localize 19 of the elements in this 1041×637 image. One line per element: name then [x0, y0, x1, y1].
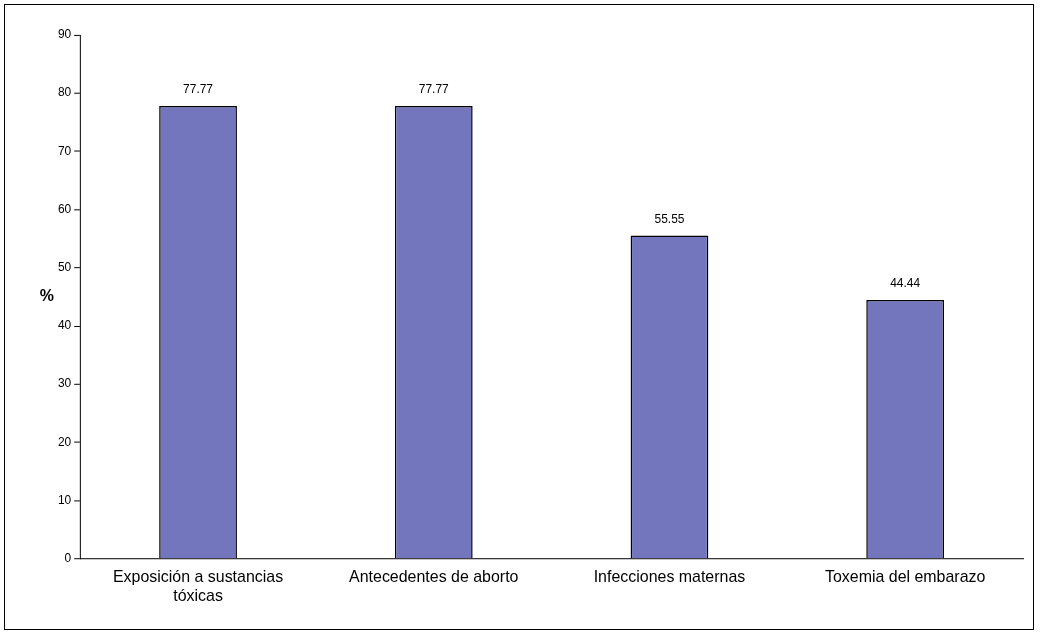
x-tick-label: Antecedentes de aborto: [349, 567, 519, 585]
data-label: 55.55: [654, 211, 685, 226]
y-tick-label: 30: [57, 376, 72, 391]
x-tick-label: Exposición a sustancias tóxicas: [112, 567, 284, 604]
y-tick-label: 80: [57, 85, 72, 100]
y-axis-title: %: [39, 287, 55, 305]
y-tick-label: 70: [57, 143, 72, 158]
y-tick-label: 20: [57, 434, 72, 449]
y-tick-label: 0: [64, 551, 72, 566]
data-label: 77.77: [418, 82, 450, 97]
y-tick-label: 90: [57, 27, 72, 42]
x-tick-label: Toxemia del embarazo: [824, 567, 986, 585]
y-tick-label: 60: [57, 201, 72, 216]
y-tick-label: 50: [57, 260, 72, 275]
data-label: 77.77: [183, 82, 214, 97]
y-tick-label: 10: [57, 492, 72, 507]
x-tick-label: Infecciones maternas: [593, 567, 746, 585]
y-tick-label: 40: [57, 318, 72, 333]
data-label: 44.44: [890, 276, 921, 291]
